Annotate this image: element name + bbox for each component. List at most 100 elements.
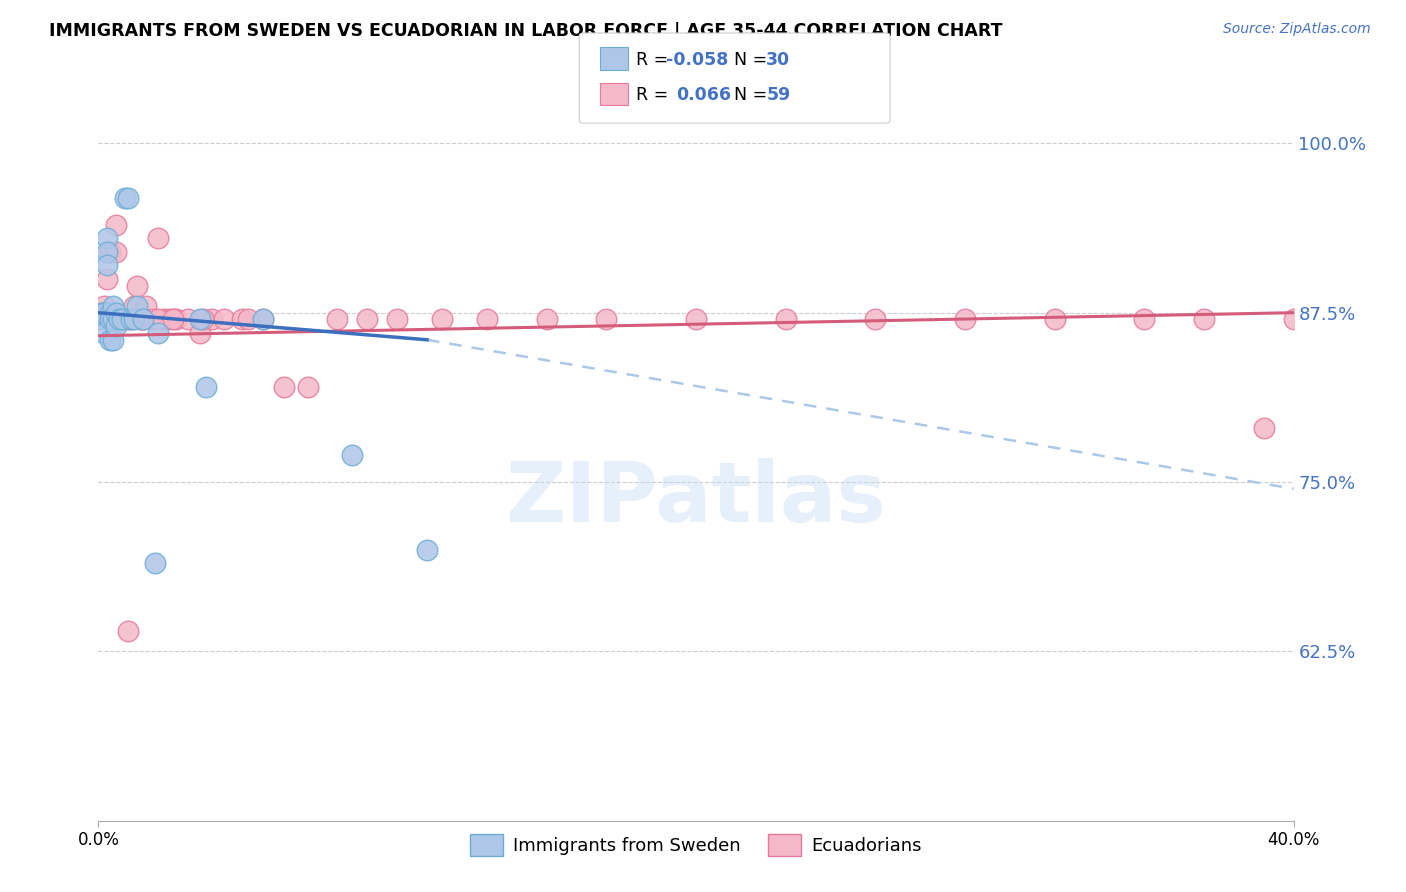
Point — [96, 231, 118, 245]
Text: ZIPatlas: ZIPatlas — [506, 458, 886, 540]
Point — [165, 312, 187, 326]
Point — [273, 380, 295, 394]
Point — [191, 312, 214, 326]
Point — [103, 312, 125, 326]
Point — [96, 272, 118, 286]
Point — [111, 312, 134, 326]
Point — [252, 312, 274, 326]
Point — [96, 312, 118, 326]
Text: N =: N = — [734, 87, 773, 104]
Point — [132, 312, 155, 326]
Point — [108, 312, 131, 326]
Point — [96, 258, 118, 272]
Point — [231, 312, 253, 326]
Point — [162, 312, 184, 326]
Text: R =: R = — [636, 51, 673, 69]
Point — [148, 312, 170, 326]
Point — [120, 312, 142, 326]
Point — [90, 312, 112, 326]
Point — [105, 319, 128, 334]
Point — [188, 312, 211, 326]
Point — [148, 326, 170, 340]
Point — [385, 312, 409, 326]
Point — [416, 542, 439, 557]
Point — [129, 312, 152, 326]
Point — [120, 312, 142, 326]
Point — [98, 306, 122, 320]
Point — [148, 231, 170, 245]
Point — [108, 312, 131, 326]
Point — [103, 299, 125, 313]
Point — [1192, 312, 1215, 326]
Point — [141, 312, 163, 326]
Point — [342, 448, 364, 462]
Point — [103, 333, 125, 347]
Point — [127, 278, 149, 293]
Point — [127, 299, 149, 313]
Point — [103, 306, 125, 320]
Point — [105, 244, 128, 259]
Point — [195, 380, 218, 394]
Text: -0.058: -0.058 — [666, 51, 728, 69]
Point — [212, 312, 235, 326]
Point — [117, 312, 139, 326]
Point — [98, 333, 122, 347]
Point — [953, 312, 976, 326]
Point — [1133, 312, 1156, 326]
Point — [117, 624, 139, 638]
Text: Source: ZipAtlas.com: Source: ZipAtlas.com — [1223, 22, 1371, 37]
Point — [114, 190, 136, 204]
Point — [114, 312, 136, 326]
Point — [326, 312, 349, 326]
Text: IMMIGRANTS FROM SWEDEN VS ECUADORIAN IN LABOR FORCE | AGE 35-44 CORRELATION CHAR: IMMIGRANTS FROM SWEDEN VS ECUADORIAN IN … — [49, 22, 1002, 40]
Point — [93, 306, 115, 320]
Point — [111, 312, 134, 326]
Point — [98, 312, 122, 326]
Point — [135, 299, 157, 313]
Text: 30: 30 — [766, 51, 790, 69]
Point — [96, 306, 118, 320]
Point — [865, 312, 887, 326]
Point — [430, 312, 453, 326]
Point — [1043, 312, 1066, 326]
Point — [1253, 421, 1275, 435]
Point — [595, 312, 617, 326]
Text: R =: R = — [636, 87, 679, 104]
Point — [117, 190, 139, 204]
Point — [93, 299, 115, 313]
Point — [98, 244, 122, 259]
Point — [96, 244, 118, 259]
Point — [159, 312, 181, 326]
Point — [132, 312, 155, 326]
Point — [143, 556, 166, 570]
Point — [536, 312, 558, 326]
Point — [111, 312, 134, 326]
Legend: Immigrants from Sweden, Ecuadorians: Immigrants from Sweden, Ecuadorians — [463, 826, 929, 863]
Point — [98, 312, 122, 326]
Point — [124, 312, 146, 326]
Point — [1282, 312, 1305, 326]
Point — [103, 312, 125, 326]
Point — [105, 306, 128, 320]
Point — [132, 312, 155, 326]
Point — [252, 312, 274, 326]
Point — [775, 312, 797, 326]
Point — [90, 306, 112, 320]
Text: 0.066: 0.066 — [676, 87, 731, 104]
Point — [356, 312, 378, 326]
Point — [177, 312, 200, 326]
Point — [93, 326, 115, 340]
Point — [153, 312, 176, 326]
Text: N =: N = — [734, 51, 773, 69]
Point — [297, 380, 319, 394]
Point — [236, 312, 259, 326]
Point — [105, 218, 128, 232]
Point — [90, 306, 112, 320]
Point — [201, 312, 224, 326]
Point — [685, 312, 707, 326]
Point — [188, 326, 211, 340]
Point — [103, 312, 125, 326]
Point — [475, 312, 498, 326]
Point — [93, 306, 115, 320]
Point — [124, 299, 146, 313]
